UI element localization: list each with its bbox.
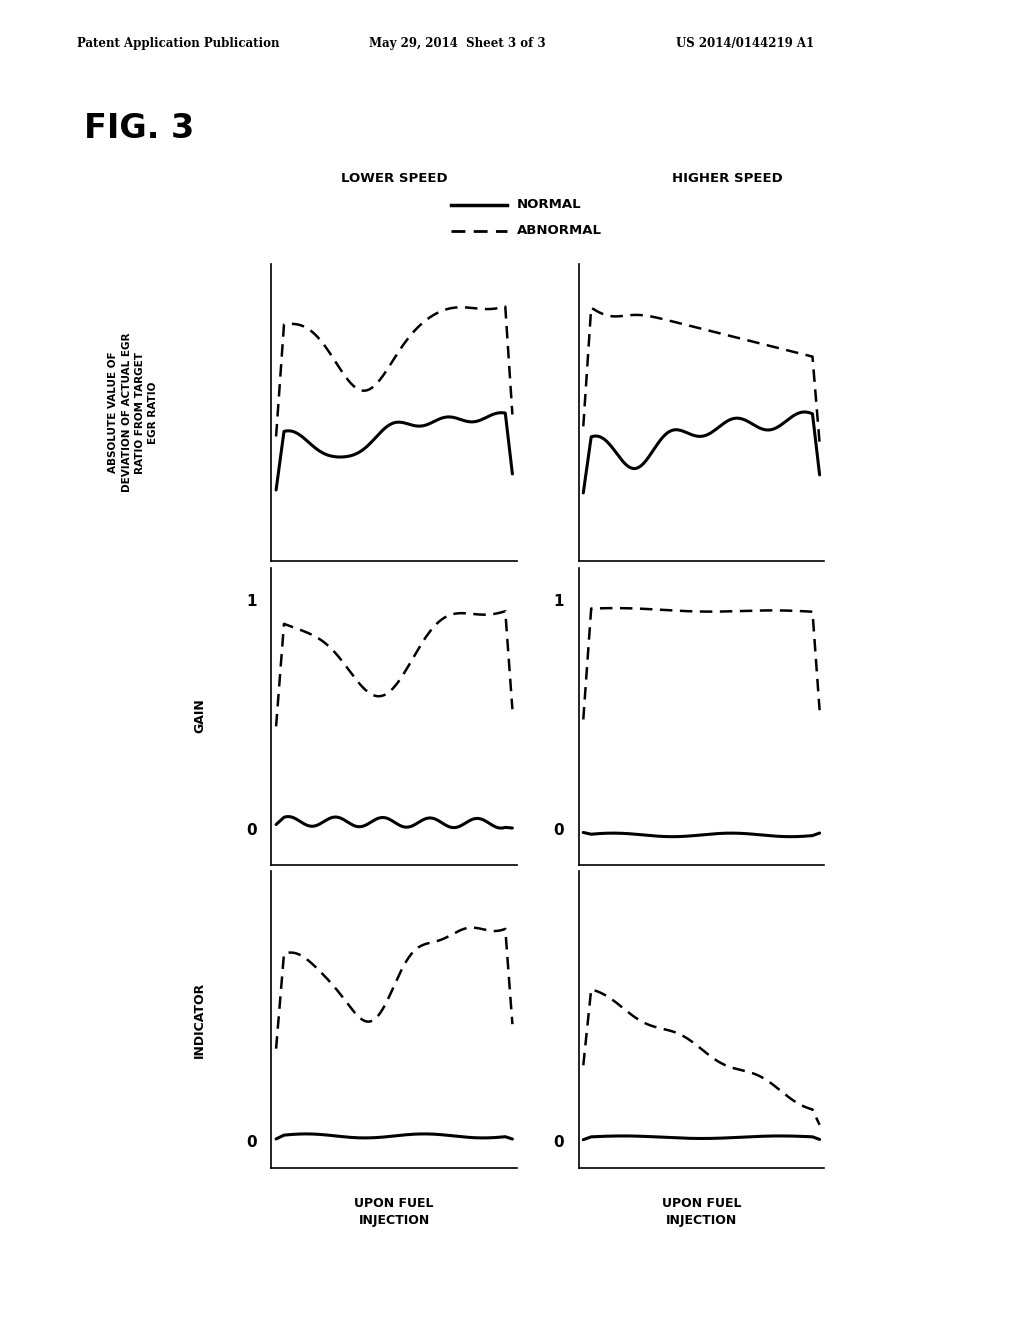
- Text: 0: 0: [553, 1135, 564, 1150]
- Text: 1: 1: [246, 594, 257, 610]
- Text: GAIN: GAIN: [194, 698, 206, 734]
- Text: HIGHER SPEED: HIGHER SPEED: [672, 172, 782, 185]
- Text: 0: 0: [246, 1135, 257, 1150]
- Text: US 2014/0144219 A1: US 2014/0144219 A1: [676, 37, 814, 50]
- Text: 0: 0: [246, 822, 257, 838]
- Text: ABNORMAL: ABNORMAL: [517, 224, 602, 238]
- Text: UPON FUEL
INJECTION: UPON FUEL INJECTION: [662, 1197, 741, 1228]
- Text: FIG. 3: FIG. 3: [84, 112, 195, 145]
- Text: UPON FUEL
INJECTION: UPON FUEL INJECTION: [354, 1197, 434, 1228]
- Text: May 29, 2014  Sheet 3 of 3: May 29, 2014 Sheet 3 of 3: [369, 37, 545, 50]
- Text: INDICATOR: INDICATOR: [194, 982, 206, 1057]
- Text: 1: 1: [553, 594, 564, 610]
- Text: Patent Application Publication: Patent Application Publication: [77, 37, 280, 50]
- Text: ABSOLUTE VALUE OF
DEVIATION OF ACTUAL EGR
RATIO FROM TARGET
EGR RATIO: ABSOLUTE VALUE OF DEVIATION OF ACTUAL EG…: [109, 333, 158, 492]
- Text: NORMAL: NORMAL: [517, 198, 582, 211]
- Text: 0: 0: [553, 822, 564, 838]
- Text: LOWER SPEED: LOWER SPEED: [341, 172, 447, 185]
